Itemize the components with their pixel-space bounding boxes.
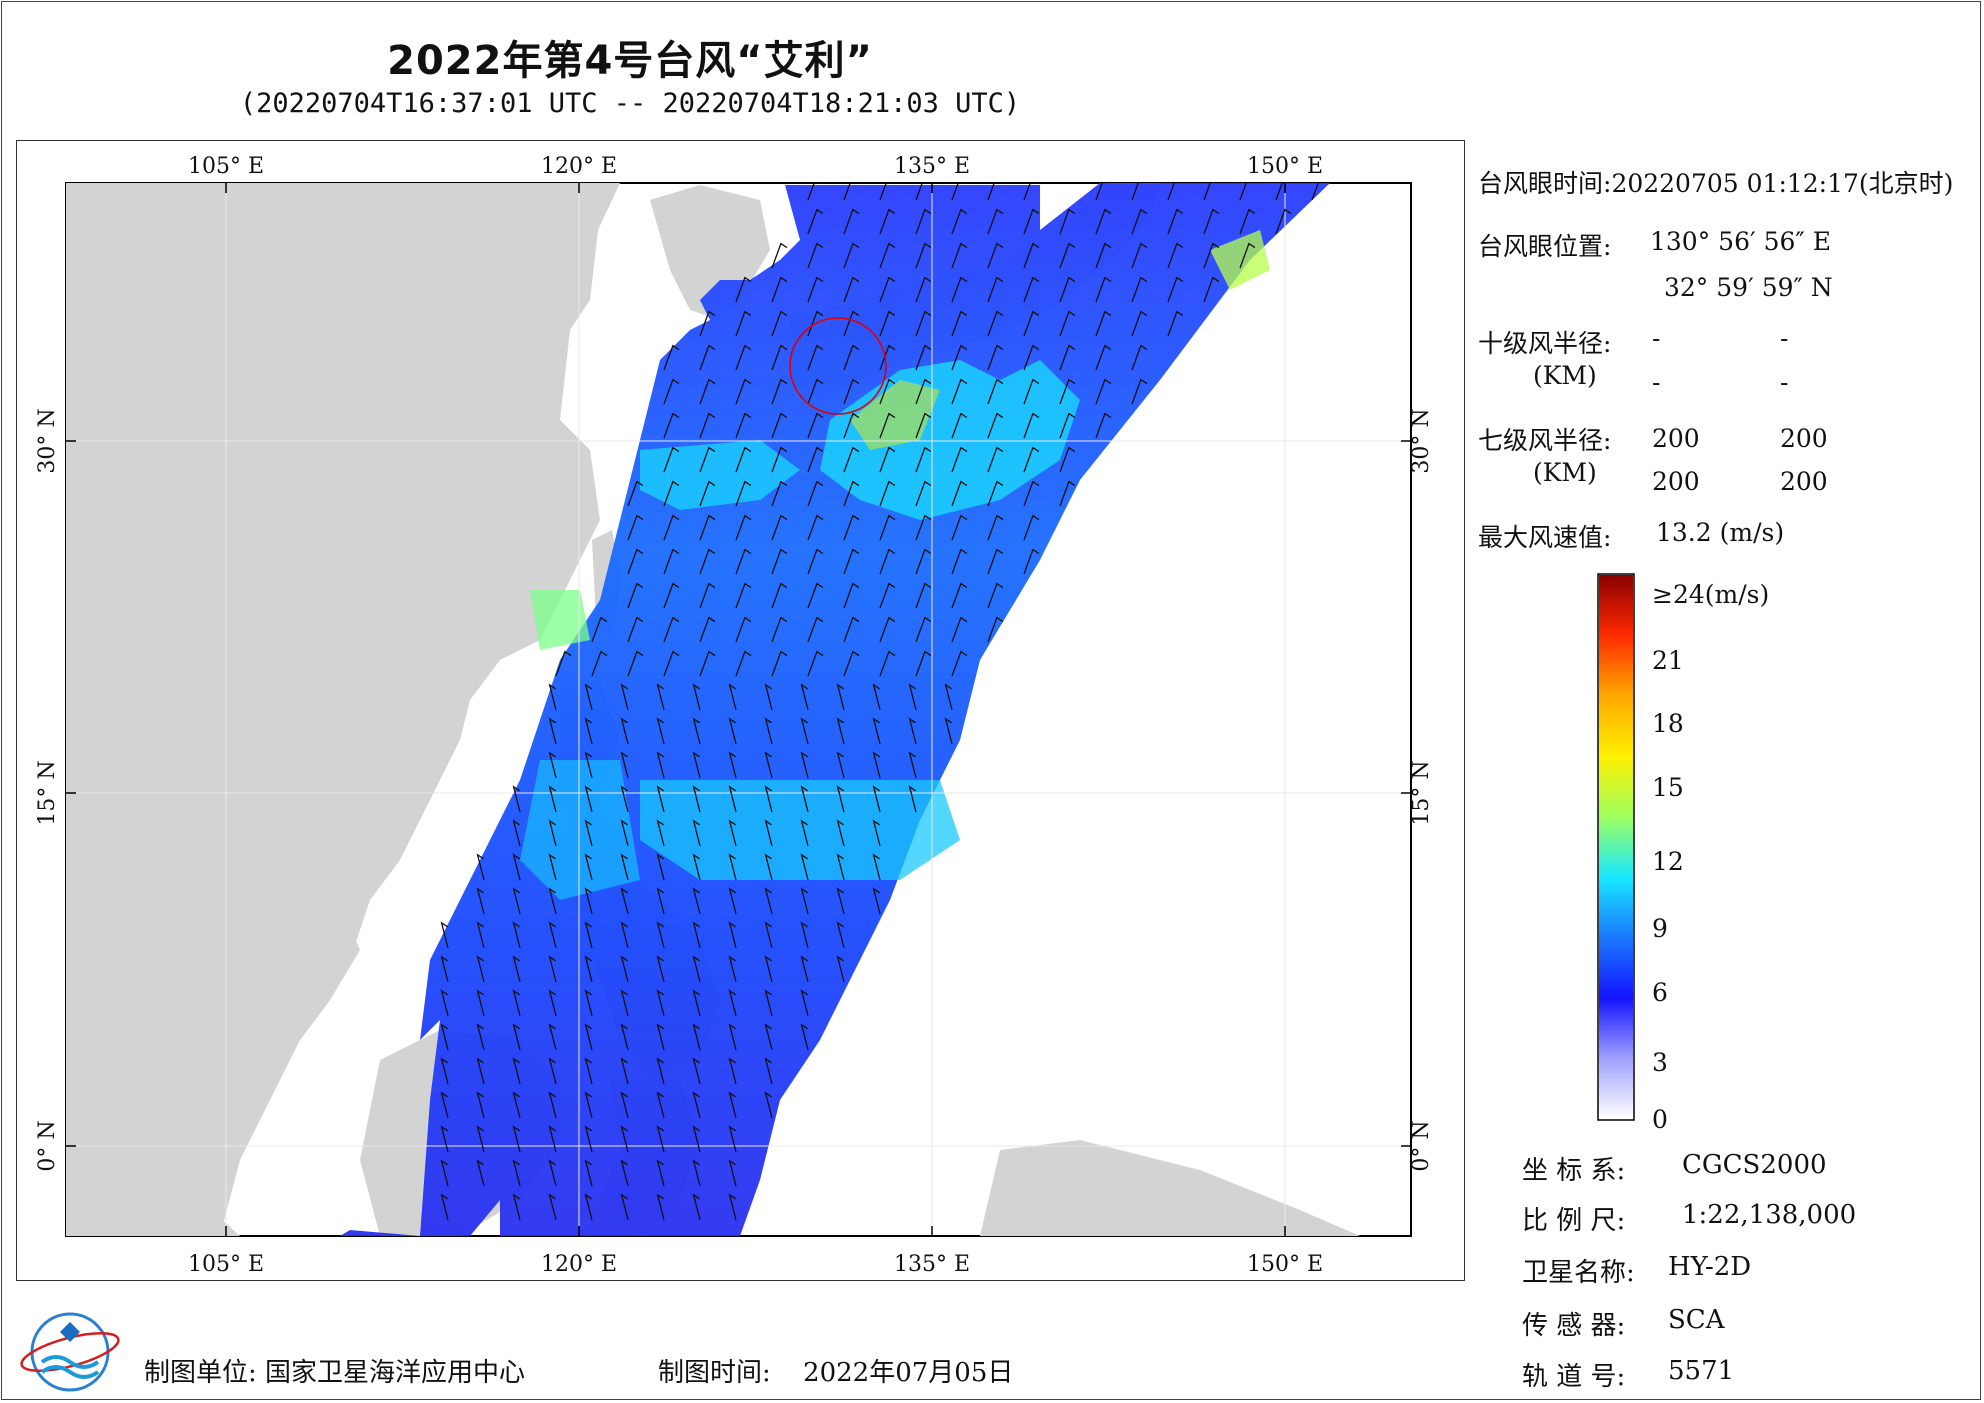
- tick-marks: [66, 183, 1411, 1236]
- colorbar-gradient: [1599, 575, 1633, 1119]
- lon-label-bottom: 105° E: [188, 1252, 264, 1277]
- lat-label-left: 15° N: [35, 760, 60, 825]
- colorbar-label: 9: [1652, 914, 1668, 943]
- lon-label-bottom: 120° E: [541, 1252, 617, 1277]
- lon-label-top: 135° E: [894, 154, 970, 179]
- wind-barbs: [440, 183, 1319, 1221]
- lon-label-top: 105° E: [188, 154, 264, 179]
- sensor-label: 传 感 器:: [1522, 1311, 1626, 1341]
- lon-label-bottom: 150° E: [1247, 1252, 1323, 1277]
- lat-label-left: 0° N: [35, 1120, 60, 1171]
- colorbar-label: 12: [1652, 847, 1684, 876]
- colorbar-label: ≥24(m/s): [1652, 580, 1770, 609]
- map-title: 2022年第4号台风“艾利”: [387, 38, 873, 84]
- lon-label-bottom: 135° E: [894, 1252, 970, 1277]
- eye-pos-label: 台风眼位置:: [1478, 232, 1612, 261]
- footer-date: 制图时间: 2022年07月05日: [658, 1352, 1013, 1389]
- typhoon-wind-radius-circle: [789, 317, 887, 415]
- footer-org: 制图单位: 国家卫星海洋应用中心: [144, 1352, 525, 1389]
- coord-system-label: 坐 标 系:: [1522, 1156, 1626, 1186]
- max-wind-label: 最大风速值:: [1478, 523, 1612, 552]
- r7-label: 七级风半径:: [1478, 426, 1612, 455]
- land-new-guinea: [980, 1140, 1360, 1236]
- map-frame: [16, 140, 1465, 1281]
- wind-barb-glyphs: [440, 183, 1319, 1221]
- r10-value: -: [1652, 324, 1661, 353]
- wind-highlights: [520, 230, 1270, 900]
- sensor-value: SCA: [1668, 1305, 1725, 1335]
- wind-swath: [340, 183, 1330, 1236]
- colorbar-label: 3: [1652, 1048, 1668, 1077]
- colorbar-label: 6: [1652, 978, 1668, 1007]
- lat-label-left: 30° N: [35, 408, 60, 473]
- eye-time-value: 20220705 01:12:17(北京时): [1611, 169, 1954, 198]
- coord-system-value: CGCS2000: [1682, 1150, 1827, 1180]
- eye-time-row: 台风眼时间:20220705 01:12:17(北京时): [1478, 164, 1953, 200]
- r10-value: -: [1780, 368, 1789, 397]
- r10-value: -: [1780, 324, 1789, 353]
- colorbar-label: 18: [1652, 709, 1684, 738]
- lat-label-right: 0° N: [1409, 1120, 1434, 1171]
- eye-lat-value: 32° 59′ 59″ N: [1664, 273, 1833, 302]
- map-subtitle: (20220704T16:37:01 UTC -- 20220704T18:21…: [239, 88, 1021, 119]
- satellite-label: 卫星名称:: [1522, 1258, 1635, 1288]
- footer-date-label: 制图时间:: [658, 1358, 771, 1388]
- r7-value: 200: [1652, 424, 1700, 453]
- r10-value: -: [1652, 368, 1661, 397]
- r7-value: 200: [1780, 467, 1828, 496]
- eye-lon-value: 130° 56′ 56″ E: [1650, 227, 1831, 256]
- lon-label-top: 120° E: [541, 154, 617, 179]
- colorbar-label: 21: [1652, 646, 1684, 675]
- orbit-value: 5571: [1668, 1356, 1735, 1386]
- footer-org-label: 制图单位:: [144, 1358, 257, 1388]
- r7-value: 200: [1780, 424, 1828, 453]
- scale-value: 1:22,138,000: [1682, 1200, 1857, 1230]
- r10-label: 十级风半径:: [1478, 329, 1612, 358]
- nsoas-logo: [20, 1312, 120, 1392]
- lon-label-top: 150° E: [1247, 154, 1323, 179]
- colorbar-label: 0: [1652, 1105, 1668, 1134]
- max-wind-value: 13.2 (m/s): [1656, 518, 1785, 547]
- scale-label: 比 例 尺:: [1522, 1206, 1626, 1236]
- grid-lines: [66, 183, 1411, 1236]
- land-sumatra: [66, 1140, 240, 1236]
- r7-value: 200: [1652, 467, 1700, 496]
- eye-time-label: 台风眼时间:: [1478, 169, 1612, 198]
- r7-unit: (KM): [1533, 458, 1597, 487]
- footer-org-value: 国家卫星海洋应用中心: [265, 1358, 526, 1388]
- lat-label-right: 30° N: [1409, 408, 1434, 473]
- satellite-value: HY-2D: [1668, 1252, 1752, 1282]
- r10-unit: (KM): [1533, 361, 1597, 390]
- colorbar-label: 15: [1652, 773, 1684, 802]
- orbit-label: 轨 道 号:: [1522, 1362, 1626, 1392]
- footer-date-value: 2022年07月05日: [803, 1358, 1014, 1388]
- land-indochina: [66, 690, 360, 1236]
- lat-label-right: 15° N: [1409, 760, 1434, 825]
- colorbar: [1597, 573, 1635, 1121]
